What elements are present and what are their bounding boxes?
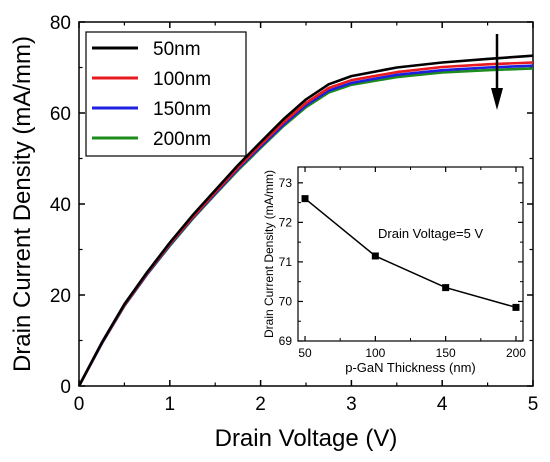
inset-y-axis-title: Drain Current Density (mA/mm) — [262, 170, 276, 338]
x-tick-label: 2 — [255, 394, 266, 415]
inset-plot: 50 100 150 200 69 70 71 72 73 p-GaN Thickness (nm… — [262, 166, 526, 375]
inset-x-tick-label: 100 — [365, 346, 385, 360]
legend-label-100nm: 100nm — [153, 69, 211, 90]
inset-series-line — [304, 198, 517, 309]
y-tick-label: 80 — [50, 13, 71, 34]
series-line-50nm — [77, 54, 534, 387]
x-tick-label: 3 — [346, 394, 357, 415]
x-tick-label: 4 — [437, 394, 448, 415]
inset-frame — [297, 166, 524, 342]
legend-label-150nm: 150nm — [153, 99, 211, 120]
inset-x-tick-label: 200 — [506, 346, 526, 360]
x-tick-label: 1 — [165, 394, 176, 415]
inset-y-tick-label: 69 — [279, 334, 293, 348]
inset-data-point — [442, 284, 450, 292]
inset-annotation: Drain Voltage=5 V — [378, 226, 483, 241]
inset-x-tick-label: 50 — [298, 346, 312, 360]
y-tick-label: 60 — [50, 104, 71, 125]
y-axis-title: Drain Current Density (mA/mm) — [9, 36, 36, 372]
x-tick-label: 5 — [528, 394, 539, 415]
inset-y-tick-label: 71 — [279, 255, 293, 269]
y-tick-label: 20 — [50, 286, 71, 307]
inset-y-tick-label: 72 — [279, 215, 293, 229]
inset-x-axis-title: p-GaN Thickness (nm) — [345, 360, 476, 375]
trend-arrow-head — [491, 88, 503, 110]
inset-data-point — [512, 303, 520, 311]
y-tick-label: 40 — [50, 195, 71, 216]
legend-label-50nm: 50nm — [153, 39, 201, 60]
x-tick-label: 0 — [74, 394, 85, 415]
inset-data-point — [301, 195, 309, 203]
legend-label-200nm: 200nm — [153, 129, 211, 150]
x-axis-title: Drain Voltage (V) — [215, 425, 398, 452]
inset-x-tick-label: 150 — [436, 346, 456, 360]
inset-y-tick-label: 73 — [279, 176, 293, 190]
legend-box — [85, 31, 247, 157]
y-tick-label: 0 — [60, 377, 71, 398]
inset-y-tick-label: 70 — [279, 294, 293, 308]
inset-data-point — [371, 252, 379, 260]
